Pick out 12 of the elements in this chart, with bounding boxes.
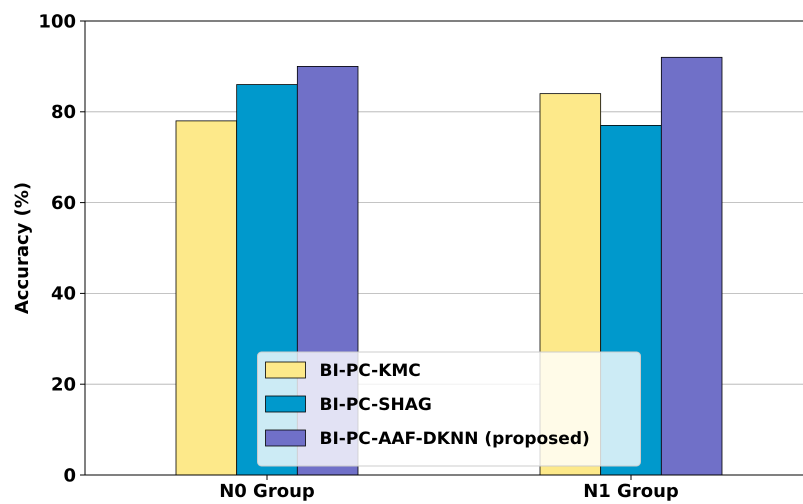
y-tick-label: 0 bbox=[63, 465, 76, 486]
y-tick-label: 20 bbox=[50, 374, 76, 396]
y-tick-label: 100 bbox=[38, 11, 76, 32]
y-axis-title: Accuracy (%) bbox=[12, 182, 33, 314]
y-tick-label: 40 bbox=[50, 284, 76, 305]
legend-label: BI-PC-SHAG bbox=[320, 394, 432, 415]
y-tick-label: 80 bbox=[50, 102, 76, 124]
y-tick-label: 60 bbox=[50, 192, 76, 214]
x-tick-label: N0 Group bbox=[219, 481, 315, 502]
legend-label: BI-PC-AAF-DKNN (proposed) bbox=[320, 428, 590, 449]
x-tick-label: N1 Group bbox=[583, 481, 679, 502]
legend-label: BI-PC-KMC bbox=[320, 360, 421, 381]
